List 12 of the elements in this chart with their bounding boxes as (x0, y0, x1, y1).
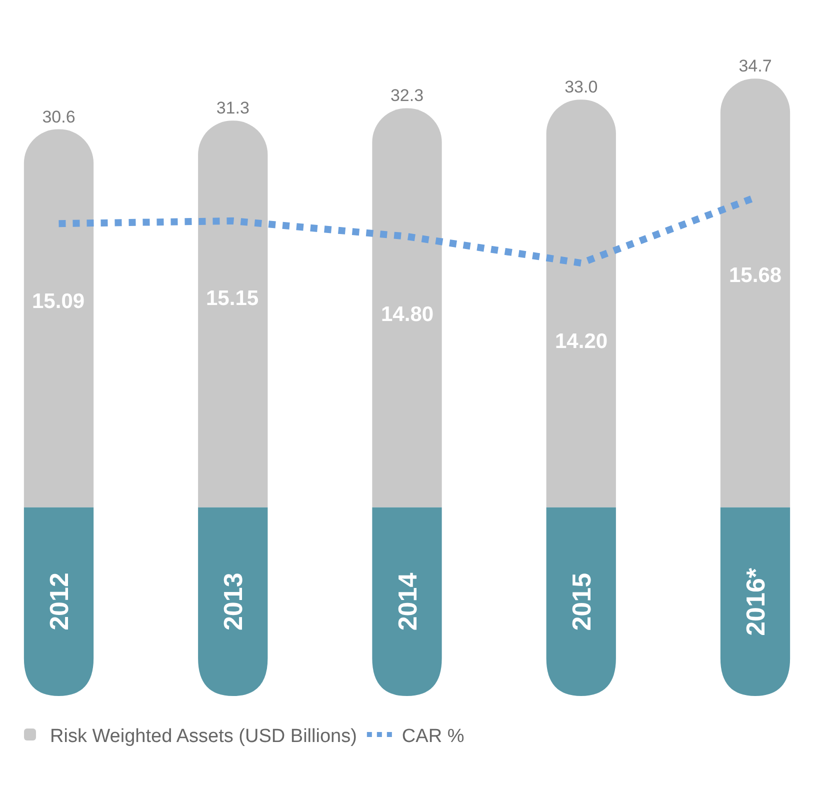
data-label: 31.3 (216, 98, 250, 118)
x-tick-label: 2016* (740, 567, 771, 636)
x-tick-label: 2015 (566, 572, 596, 631)
legend-label: CAR % (402, 726, 464, 747)
x-tick-label: 2013 (218, 572, 248, 631)
data-label: 33.0 (564, 78, 598, 97)
data-label: 30.6 (42, 107, 76, 126)
data-label: 34.7 (738, 56, 772, 76)
x-tick-label: 2012 (44, 572, 74, 630)
legend-label: Risk Weighted Assets (USD Billions) (50, 726, 357, 747)
data-label: 32.3 (390, 86, 424, 106)
x-tick-label: 2014 (392, 572, 422, 631)
